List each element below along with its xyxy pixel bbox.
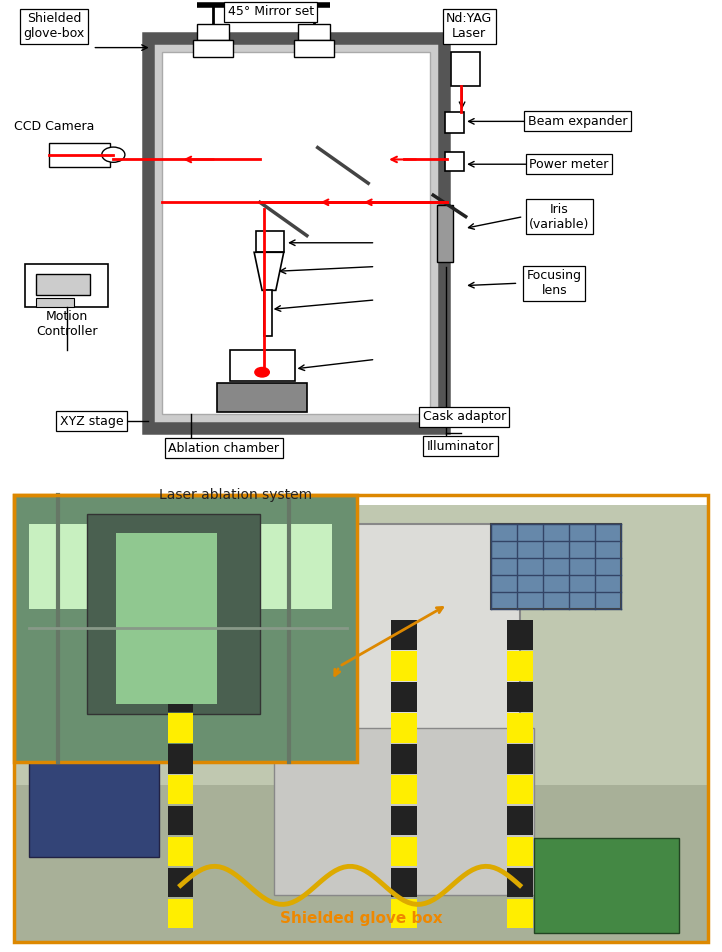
FancyBboxPatch shape [168,651,193,681]
FancyBboxPatch shape [36,299,74,307]
FancyBboxPatch shape [168,775,193,804]
FancyBboxPatch shape [29,524,332,609]
FancyBboxPatch shape [507,682,533,712]
Text: Ablation chamber: Ablation chamber [168,442,279,455]
FancyBboxPatch shape [507,713,533,743]
Text: Shielded
glove-box: Shielded glove-box [24,12,84,40]
FancyBboxPatch shape [451,52,480,86]
FancyBboxPatch shape [87,514,260,714]
FancyBboxPatch shape [391,621,417,650]
FancyBboxPatch shape [168,868,193,897]
Text: Power meter: Power meter [529,158,609,170]
FancyBboxPatch shape [391,744,417,773]
FancyBboxPatch shape [295,41,334,57]
FancyBboxPatch shape [507,775,533,804]
FancyBboxPatch shape [303,524,520,895]
FancyBboxPatch shape [391,837,417,866]
FancyBboxPatch shape [507,621,533,650]
FancyBboxPatch shape [507,868,533,897]
FancyBboxPatch shape [25,265,108,307]
Text: 45° Mirror set: 45° Mirror set [227,6,314,18]
FancyBboxPatch shape [168,837,193,866]
Circle shape [255,367,269,377]
FancyBboxPatch shape [437,205,453,262]
FancyBboxPatch shape [49,143,110,167]
FancyBboxPatch shape [507,744,533,773]
FancyBboxPatch shape [391,713,417,743]
FancyBboxPatch shape [168,744,193,773]
FancyBboxPatch shape [507,651,533,681]
FancyBboxPatch shape [391,868,417,897]
Text: CCD Camera: CCD Camera [14,120,95,133]
FancyBboxPatch shape [491,524,621,609]
Text: Cask adaptor: Cask adaptor [422,410,506,423]
FancyBboxPatch shape [168,899,193,928]
Text: Illuminator: Illuminator [427,440,495,453]
FancyBboxPatch shape [196,24,229,41]
FancyBboxPatch shape [168,805,193,836]
FancyBboxPatch shape [168,713,193,743]
Text: Nd:YAG
Laser: Nd:YAG Laser [446,12,492,40]
FancyBboxPatch shape [256,231,284,252]
FancyBboxPatch shape [168,682,193,712]
FancyBboxPatch shape [29,676,159,857]
FancyBboxPatch shape [445,152,464,171]
FancyBboxPatch shape [534,838,679,933]
FancyBboxPatch shape [391,805,417,836]
FancyBboxPatch shape [507,805,533,836]
FancyBboxPatch shape [193,41,232,57]
Text: XYZ stage: XYZ stage [60,415,123,427]
FancyBboxPatch shape [297,24,331,41]
Text: Iris
(variable): Iris (variable) [529,203,590,230]
Text: Motion
Controller: Motion Controller [36,310,98,338]
FancyBboxPatch shape [162,52,430,414]
FancyBboxPatch shape [148,38,444,428]
FancyBboxPatch shape [0,476,722,952]
Circle shape [102,147,125,163]
FancyBboxPatch shape [445,112,464,133]
FancyBboxPatch shape [391,775,417,804]
FancyBboxPatch shape [168,621,193,650]
FancyBboxPatch shape [230,350,295,381]
Text: Laser ablation system: Laser ablation system [159,488,312,502]
FancyBboxPatch shape [14,505,708,785]
FancyBboxPatch shape [507,837,533,866]
FancyBboxPatch shape [391,651,417,681]
FancyBboxPatch shape [391,899,417,928]
FancyBboxPatch shape [274,728,534,895]
FancyBboxPatch shape [36,274,90,295]
Polygon shape [254,252,284,290]
FancyBboxPatch shape [391,682,417,712]
FancyBboxPatch shape [264,290,272,336]
FancyBboxPatch shape [116,533,217,704]
FancyBboxPatch shape [507,899,533,928]
Text: Focusing
lens: Focusing lens [527,269,582,297]
Text: Beam expander: Beam expander [528,115,627,128]
FancyBboxPatch shape [14,495,357,762]
FancyBboxPatch shape [217,383,307,411]
FancyBboxPatch shape [14,785,708,942]
Text: Shielded glove box: Shielded glove box [279,911,443,925]
